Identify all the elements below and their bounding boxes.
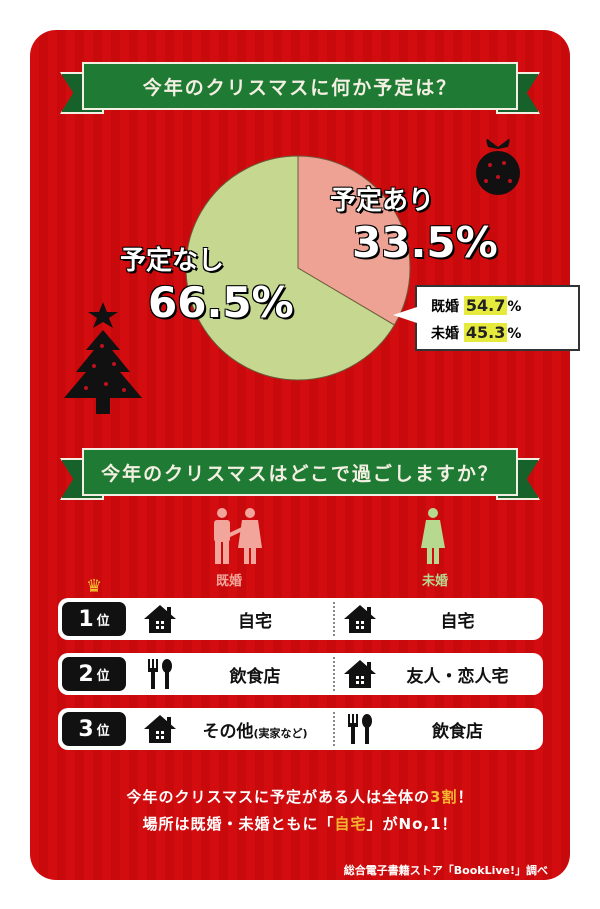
pie-slice-0	[297, 155, 411, 326]
section2-banner: 今年のクリスマスはどこで過ごしますか？	[60, 448, 540, 500]
section1-banner: 今年のクリスマスに何か予定は？	[60, 62, 540, 114]
cell-single: 友人・恋人宅	[340, 653, 535, 695]
cell-married: 飲食店	[140, 653, 330, 695]
fork-spoon-icon	[140, 658, 180, 690]
cell-single: 飲食店	[340, 708, 535, 750]
slice-label-yes: 予定あり	[329, 186, 435, 217]
column-married-label: 既婚	[216, 574, 243, 589]
person-icon	[421, 508, 445, 564]
breakdown-single: 未婚 45.3%	[431, 323, 522, 342]
couple-icon	[214, 508, 262, 564]
section2-title: 今年のクリスマスはどこで過ごしますか？	[82, 448, 518, 496]
house-icon	[140, 714, 180, 744]
summary-line-2: 場所は既婚・未婚ともに「自宅」がNo,1！	[142, 815, 458, 833]
ornament-icon	[476, 139, 520, 195]
house-icon	[340, 604, 380, 634]
house-icon	[340, 659, 380, 689]
cell-married: その他(実家など)	[140, 708, 330, 750]
christmas-tree-icon	[64, 302, 142, 414]
crown-icon: ♛	[86, 576, 103, 597]
pie-slice-1	[185, 155, 396, 381]
column-single-label: 未婚	[422, 574, 449, 589]
cell-married: 自宅	[140, 598, 330, 640]
slice-value-yes: 33.5%	[352, 218, 499, 268]
credit: 総合電子書籍ストア「BookLive!」調べ	[343, 864, 548, 877]
cell-single: 自宅	[340, 598, 535, 640]
slice-value-no: 66.5%	[148, 278, 295, 328]
pie-chart	[185, 155, 411, 381]
slice-label-no: 予定なし	[119, 246, 225, 277]
summary-line-1: 今年のクリスマスに予定がある人は全体の3割！	[126, 788, 474, 806]
fork-spoon-icon	[340, 713, 380, 745]
breakdown-callout: 既婚 54.7% 未婚 45.3%	[393, 285, 580, 351]
section1-title: 今年のクリスマスに何か予定は？	[82, 62, 518, 110]
house-icon	[140, 604, 180, 634]
breakdown-married: 既婚 54.7%	[431, 296, 522, 315]
